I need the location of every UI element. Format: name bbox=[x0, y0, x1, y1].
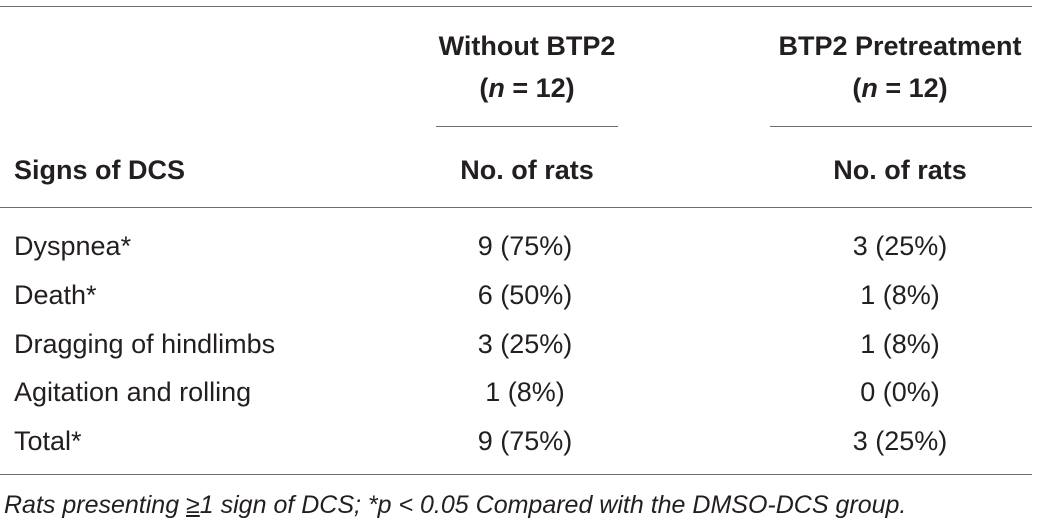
sign-cell: Dyspnea* bbox=[14, 231, 132, 261]
with-cell: 1 (8%) bbox=[860, 280, 940, 310]
column-n-without-btp2: (n = 12) bbox=[479, 73, 575, 103]
column-rule-btp2-pretreatment bbox=[770, 126, 1032, 127]
header-rule bbox=[0, 207, 1032, 208]
sign-cell: Agitation and rolling bbox=[14, 377, 252, 407]
row-header-signs: Signs of DCS bbox=[14, 155, 186, 185]
footnote-symbol: ≥ bbox=[186, 491, 200, 519]
footnote-text: Rats presenting bbox=[4, 491, 187, 519]
footnote-text: 1 sign of DCS; *p < 0.05 Compared with t… bbox=[199, 491, 907, 519]
column-header-without-btp2: Without BTP2 bbox=[438, 31, 616, 61]
without-cell: 9 (75%) bbox=[477, 231, 573, 261]
sign-cell: Dragging of hindlimbs bbox=[14, 329, 276, 359]
n-italic: n bbox=[861, 73, 878, 103]
with-cell: 3 (25%) bbox=[852, 426, 948, 456]
n-value: = 12) bbox=[504, 73, 575, 103]
with-cell: 3 (25%) bbox=[852, 231, 948, 261]
sub-header-without-btp2: No. of rats bbox=[460, 155, 594, 185]
with-cell: 0 (0%) bbox=[860, 377, 940, 407]
with-cell: 1 (8%) bbox=[860, 329, 940, 359]
column-header-btp2-pretreatment: BTP2 Pretreatment bbox=[778, 31, 1022, 61]
without-cell: 6 (50%) bbox=[477, 280, 573, 310]
n-value: = 12) bbox=[877, 73, 948, 103]
top-rule bbox=[0, 6, 1032, 7]
sign-cell: Death* bbox=[14, 280, 97, 310]
without-cell: 9 (75%) bbox=[477, 426, 573, 456]
column-rule-without-btp2 bbox=[436, 126, 618, 127]
sign-cell: Total* bbox=[14, 426, 82, 456]
table-footnote: Rats presenting ≥1 sign of DCS; *p < 0.0… bbox=[4, 490, 906, 520]
n-italic: n bbox=[488, 73, 505, 103]
bottom-rule bbox=[0, 474, 1032, 475]
sub-header-btp2-pretreatment: No. of rats bbox=[833, 155, 967, 185]
without-cell: 1 (8%) bbox=[485, 377, 565, 407]
without-cell: 3 (25%) bbox=[477, 329, 573, 359]
column-n-btp2-pretreatment: (n = 12) bbox=[852, 73, 948, 103]
